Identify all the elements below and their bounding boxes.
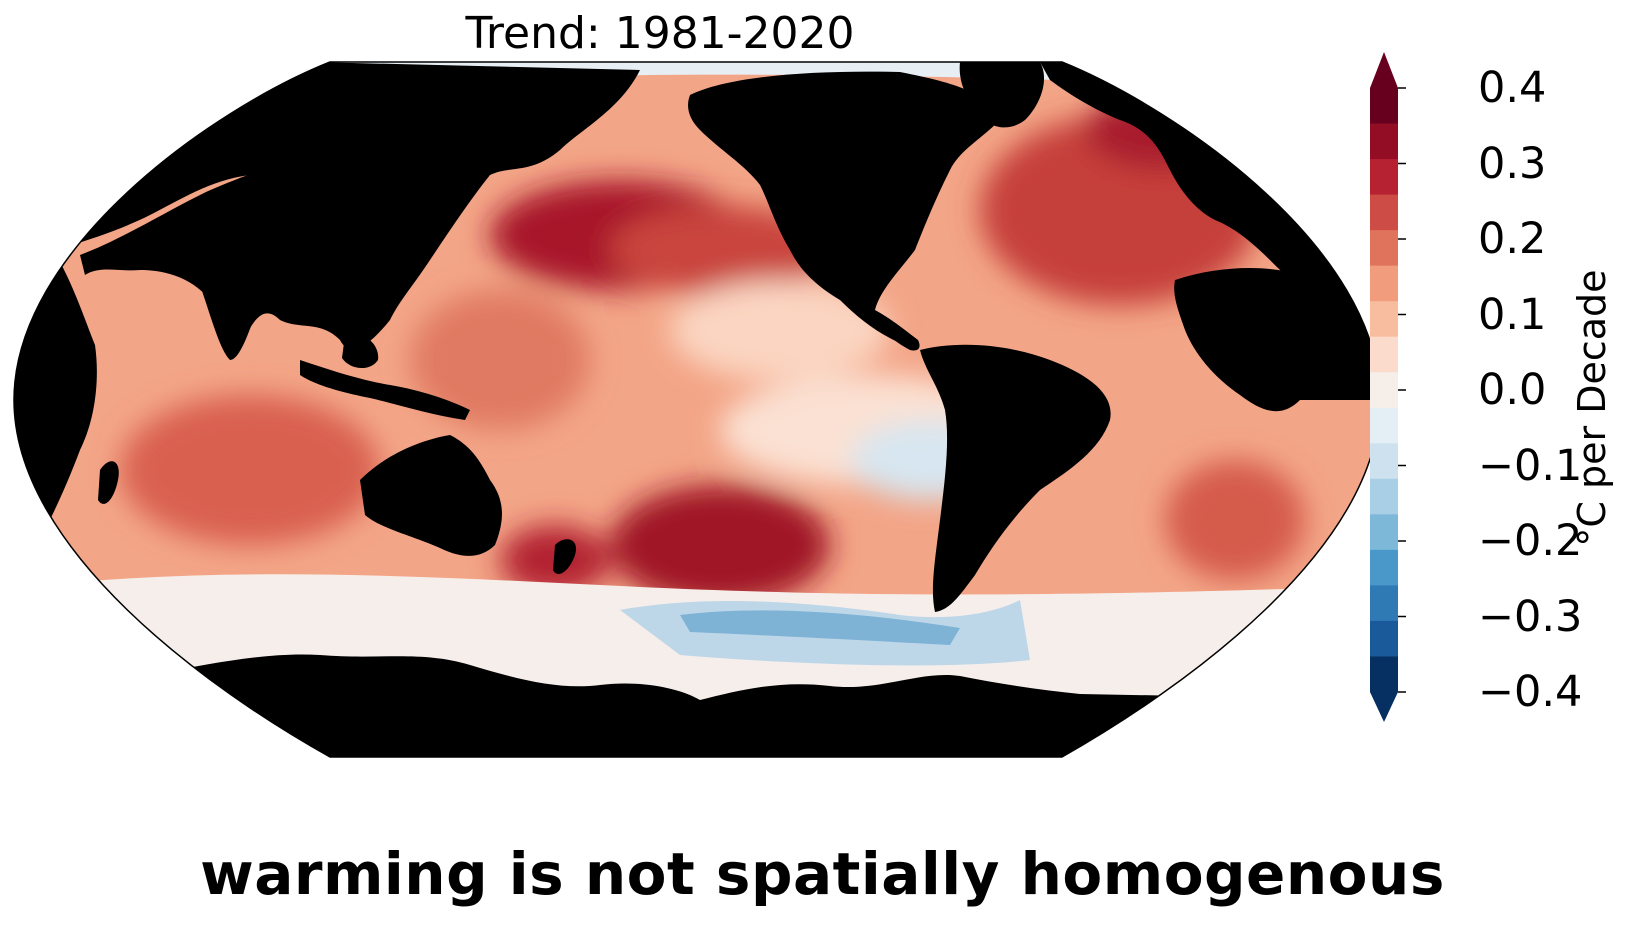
land-madagascar: [98, 461, 119, 504]
colorbar-tick-label: 0.1: [1478, 289, 1547, 340]
colorbar-tick-label: 0.3: [1478, 138, 1547, 189]
colorbar-tick-label: −0.4: [1478, 667, 1583, 717]
colorbar-tick-label: 0.4: [1478, 63, 1547, 113]
colorbar-label: °C per Decade: [1570, 269, 1614, 547]
colorbar-band: [1370, 514, 1398, 551]
southern-ocean-cool-2: [680, 610, 960, 645]
warm-kuroshio: [610, 205, 830, 295]
land-new-zealand: [553, 539, 576, 575]
colorbar-band: [1370, 407, 1398, 444]
colorbar-band: [1370, 194, 1398, 231]
warm-indian: [120, 395, 380, 545]
colorbar-tick-label: −0.3: [1478, 591, 1583, 642]
land-borneo: [342, 334, 379, 369]
map-frame: [13, 61, 1381, 758]
colorbar-tick-label: −0.2: [1478, 516, 1583, 566]
colorbar-band: [1370, 478, 1398, 515]
colorbar-tick-label: 0.0: [1478, 365, 1547, 415]
colorbar-extend-min: [1370, 692, 1398, 722]
colorbar-band: [1370, 230, 1398, 267]
warm-south-atlantic: [1165, 460, 1305, 580]
colorbar-extend-max: [1370, 52, 1398, 88]
colorbar-band: [1370, 336, 1398, 373]
colorbar-band: [1370, 265, 1398, 302]
land-asia: [80, 62, 640, 350]
colorbar-band: [1370, 656, 1398, 693]
caption: warming is not spatially homogenous: [200, 840, 1445, 908]
land-india: [200, 285, 260, 360]
warm-south-pacific: [610, 485, 830, 605]
colorbar-band: [1370, 123, 1398, 160]
colorbar: [1370, 52, 1406, 722]
colorbar-band: [1370, 620, 1398, 657]
warm-west-pacific: [410, 290, 590, 430]
land-antarctica: [14, 654, 1380, 757]
colorbar-band: [1370, 301, 1398, 338]
land-africa-west: [1174, 268, 1380, 412]
neutral-central-pacific: [670, 280, 890, 380]
arctic-ocean: [300, 62, 1060, 90]
colorbar-band: [1370, 88, 1398, 125]
land-indonesia: [300, 360, 470, 420]
land-south-america: [920, 344, 1111, 612]
land-north-america: [688, 71, 1000, 345]
land-central-america: [875, 310, 920, 351]
land-australia: [360, 435, 502, 556]
colorbar-band: [1370, 585, 1398, 622]
colorbar-tick-label: −0.1: [1478, 440, 1583, 491]
colorbar-band: [1370, 443, 1398, 480]
map-title: Trend: 1981-2020: [465, 8, 855, 59]
colorbar-band: [1370, 372, 1398, 409]
land-greenland: [959, 62, 1045, 128]
colorbar-band: [1370, 549, 1398, 586]
colorbar-band: [1370, 159, 1398, 196]
colorbar-tick-label: 0.2: [1478, 214, 1547, 264]
